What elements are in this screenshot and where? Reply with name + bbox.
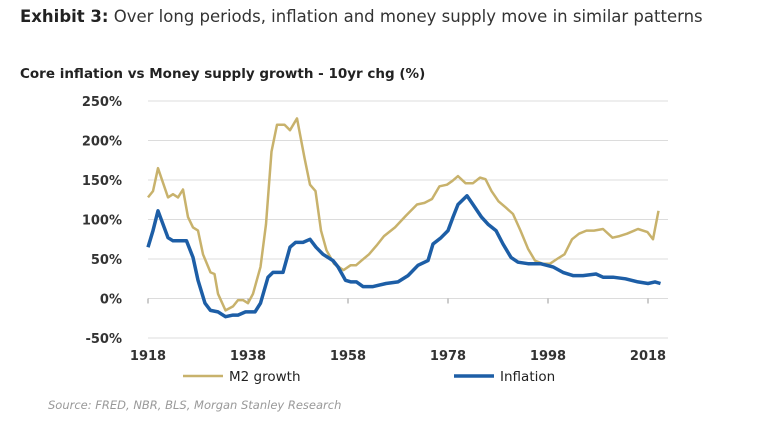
exhibit-text: Over long periods, inflation and money s… [113,7,703,26]
series-line-m2-growth [147,117,660,312]
y-tick-label: -50% [85,332,122,347]
x-tick-label: 1958 [330,349,366,364]
source-note: Source: FRED, NBR, BLS, Morgan Stanley R… [48,398,342,412]
y-tick-label: 50% [91,253,122,268]
x-tick-label: 1978 [430,349,466,364]
series-line-inflation [146,194,661,319]
x-tick-label: 2018 [630,349,666,364]
y-tick-label: 200% [82,135,122,150]
x-tick-label: 1918 [130,349,166,364]
y-tick-label: 250% [82,95,122,110]
exhibit-title: Exhibit 3: Over long periods, inflation … [20,6,740,27]
exhibit-label: Exhibit 3: [20,7,109,26]
y-tick-label: 150% [82,174,122,189]
y-tick-label: 100% [82,214,122,229]
x-tick-label: 1998 [530,349,566,364]
y-tick-label: 0% [100,293,122,308]
legend-label: Inflation [500,369,555,385]
x-tick-label: 1938 [230,349,266,364]
chart-title: Core inflation vs Money supply growth - … [20,66,426,82]
legend-label: M2 growth [229,369,301,385]
